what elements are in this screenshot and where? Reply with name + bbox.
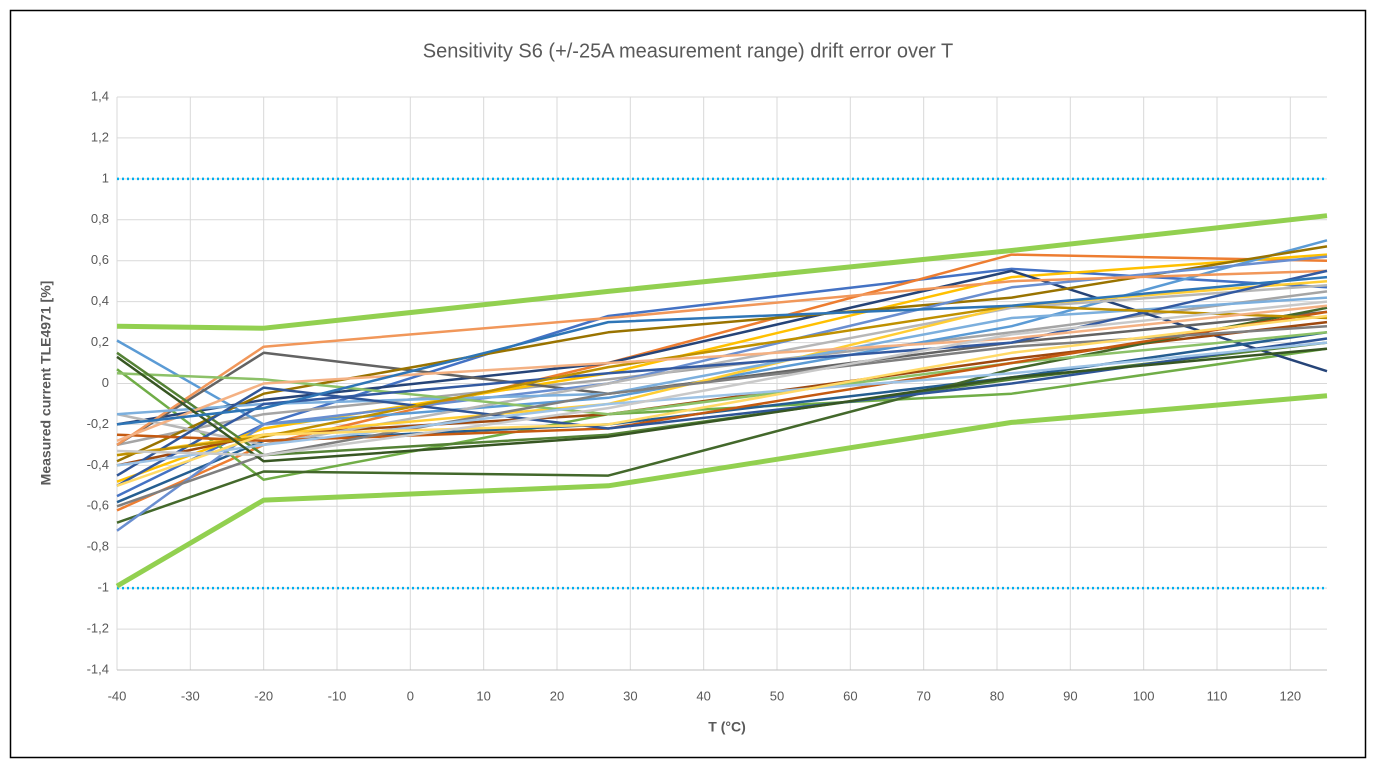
series-line bbox=[116, 331, 1328, 416]
y-tick-label: 1 bbox=[102, 170, 109, 185]
x-tick-label: -10 bbox=[328, 688, 347, 703]
x-tick-label: 40 bbox=[696, 688, 710, 703]
y-tick-label: -0,8 bbox=[87, 539, 109, 554]
series-line bbox=[116, 284, 1328, 447]
x-tick-label: -40 bbox=[108, 688, 127, 703]
series-line bbox=[116, 275, 1328, 426]
series-line bbox=[116, 304, 1328, 442]
x-tick-label: 120 bbox=[1279, 688, 1301, 703]
x-tick-label: 70 bbox=[916, 688, 930, 703]
x-tick-label: 10 bbox=[476, 688, 490, 703]
series-line bbox=[115, 393, 1328, 589]
series-line bbox=[116, 314, 1328, 487]
x-tick-label: 20 bbox=[550, 688, 564, 703]
x-tick-label: -30 bbox=[181, 688, 200, 703]
series-line bbox=[116, 267, 1328, 498]
y-tick-label: 1,2 bbox=[91, 129, 109, 144]
x-tick-label: 60 bbox=[843, 688, 857, 703]
x-tick-label: 30 bbox=[623, 688, 637, 703]
y-tick-label: 0 bbox=[102, 375, 109, 390]
series-line bbox=[116, 304, 1328, 457]
x-tick-label: 100 bbox=[1133, 688, 1155, 703]
y-tick-label: -1 bbox=[97, 580, 109, 595]
x-axis-label: T (°C) bbox=[708, 719, 745, 735]
x-tick-label: 90 bbox=[1063, 688, 1077, 703]
y-tick-label: 0,8 bbox=[91, 211, 109, 226]
y-tick-label: 0,6 bbox=[91, 252, 109, 267]
y-tick-label: 0,4 bbox=[91, 293, 109, 308]
y-tick-label: 1,4 bbox=[91, 88, 109, 103]
lines bbox=[115, 177, 1328, 590]
y-tick-label: 0,2 bbox=[91, 334, 109, 349]
y-tick-label: -1,4 bbox=[87, 661, 109, 676]
y-tick-label: -0,6 bbox=[87, 498, 109, 513]
y-tick-label: -1,2 bbox=[87, 621, 109, 636]
series-line bbox=[116, 306, 1328, 524]
series-line bbox=[116, 347, 1328, 463]
chart-title: Sensitivity S6 (+/-25A measurement range… bbox=[423, 40, 953, 62]
y-tick-label: -0,2 bbox=[87, 416, 109, 431]
x-tick-label: 50 bbox=[770, 688, 784, 703]
series-line bbox=[116, 300, 1328, 457]
x-tick-label: 80 bbox=[990, 688, 1004, 703]
x-tick-label: 0 bbox=[407, 688, 414, 703]
y-axis-label: Measured current TLE4971 [%] bbox=[38, 281, 54, 486]
series-line bbox=[116, 213, 1328, 331]
series-line bbox=[116, 269, 1328, 487]
x-tick-label: 110 bbox=[1207, 688, 1228, 703]
series-line bbox=[116, 269, 1328, 446]
x-tick-label: -20 bbox=[254, 688, 273, 703]
y-tick-label: -0,4 bbox=[87, 457, 109, 472]
